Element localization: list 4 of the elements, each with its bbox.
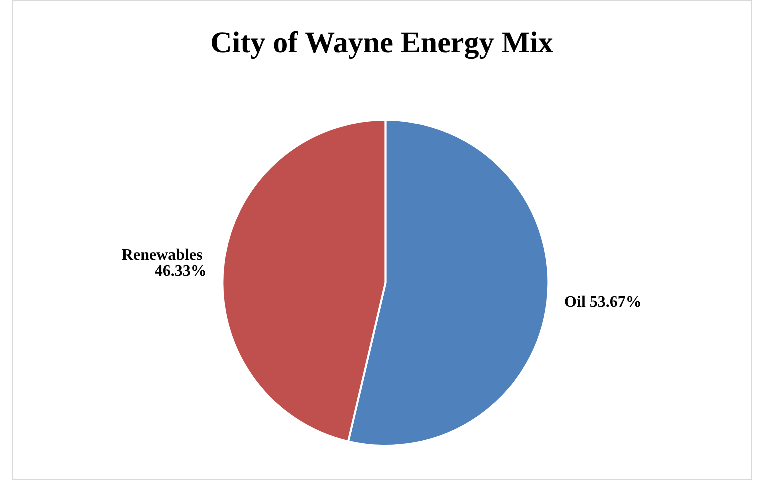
chart-title: City of Wayne Energy Mix — [210, 26, 554, 60]
slice-label: Oil 53.67% — [564, 294, 642, 312]
slice-label: Renewables — [122, 246, 207, 264]
data-label: 46.33% — [154, 262, 207, 280]
